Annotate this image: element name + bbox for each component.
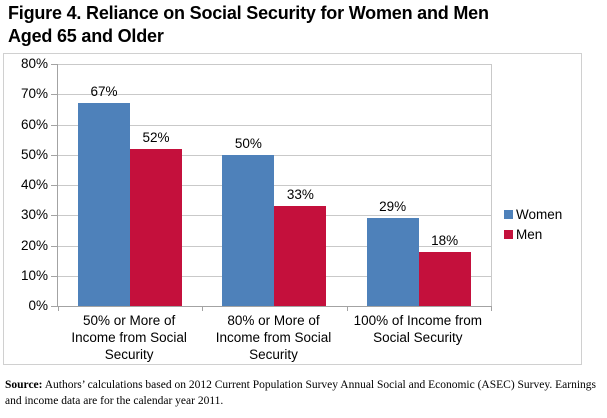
y-tick-mark-30% [51, 215, 57, 217]
y-axis-tick-label: 0% [28, 298, 48, 313]
y-axis-tick-label: 50% [20, 146, 48, 162]
gridline-40% [58, 185, 491, 186]
figure-title-line1: Figure 4. Reliance on Social Security fo… [8, 3, 489, 23]
y-tick-mark-60% [51, 124, 57, 126]
x-axis-category-text: 100% of Income from Social Security [353, 313, 482, 345]
x-axis-category-label: 50% or More of Income from Social Securi… [57, 312, 201, 363]
x-tick-mark [58, 306, 59, 311]
y-tick-mark-80% [51, 64, 57, 65]
gridline-50% [58, 154, 491, 156]
legend-item-women: Women [504, 207, 562, 222]
source-note: Source: Authors’ calculations based on 2… [5, 377, 604, 409]
gridline-80% [58, 64, 491, 65]
y-tick-mark-0% [51, 306, 57, 307]
y-tick-mark-40% [51, 185, 57, 186]
legend-label: Men [516, 227, 543, 242]
bar-value-label: 18% [431, 232, 459, 248]
y-axis-tick-label: 10% [20, 267, 48, 283]
bar-women-group2 [222, 154, 275, 306]
bar-women-group3 [366, 218, 419, 306]
y-axis-tick-label: 70% [20, 86, 48, 102]
y-tick-mark-10% [51, 275, 57, 277]
y-axis-tick-label: 20% [20, 237, 48, 253]
gridline-60% [58, 124, 491, 126]
y-axis-tick-label: 30% [20, 207, 48, 223]
x-tick-mark [346, 306, 348, 311]
y-tick-mark-20% [51, 245, 57, 247]
x-axis-category-label: 80% or More of Income from Social Securi… [201, 312, 345, 363]
y-tick-mark-50% [51, 154, 57, 156]
legend-label: Women [516, 207, 563, 222]
figure-title: Figure 4. Reliance on Social Security fo… [8, 2, 593, 48]
bar-value-label: 52% [142, 129, 170, 145]
source-text: Authors’ calculations based on 2012 Curr… [5, 379, 596, 407]
legend-swatch-women [504, 210, 513, 219]
legend-swatch-men [504, 230, 513, 239]
x-axis-category-text: 80% or More of Income from Social Securi… [215, 313, 332, 362]
x-axis-category-label: 100% of Income from Social Security [346, 312, 490, 346]
bar-men-group2 [274, 206, 327, 306]
bar-value-label: 67% [90, 84, 118, 100]
x-tick-mark [202, 306, 204, 311]
bar-women-group1 [78, 103, 130, 306]
figure-title-line2: Aged 65 and Older [8, 26, 164, 46]
bar-value-label: 29% [379, 199, 407, 215]
chart-frame: 67% 52% 50% 33% 29% 18% 0% 10% 20% 30% 40% 50% 60% 7… [3, 53, 582, 365]
y-axis-tick-label: 40% [20, 177, 48, 192]
x-axis-category-text: 50% or More of Income from Social Securi… [71, 313, 187, 362]
gridline-70% [58, 94, 491, 96]
y-axis-tick-label: 60% [20, 116, 48, 132]
bar-men-group3 [418, 251, 471, 306]
y-axis-tick-label: 80% [20, 56, 48, 71]
source-label: Source: [5, 379, 43, 391]
x-tick-mark [491, 306, 492, 311]
bar-value-label: 50% [234, 135, 262, 151]
legend: Women Men [504, 207, 562, 247]
bar-value-label: 33% [286, 187, 314, 203]
bar-men-group1 [130, 148, 182, 306]
legend-item-men: Men [504, 227, 562, 242]
y-tick-mark-70% [51, 94, 57, 96]
plot-area: 67% 52% 50% 33% 29% 18% [51, 64, 492, 311]
